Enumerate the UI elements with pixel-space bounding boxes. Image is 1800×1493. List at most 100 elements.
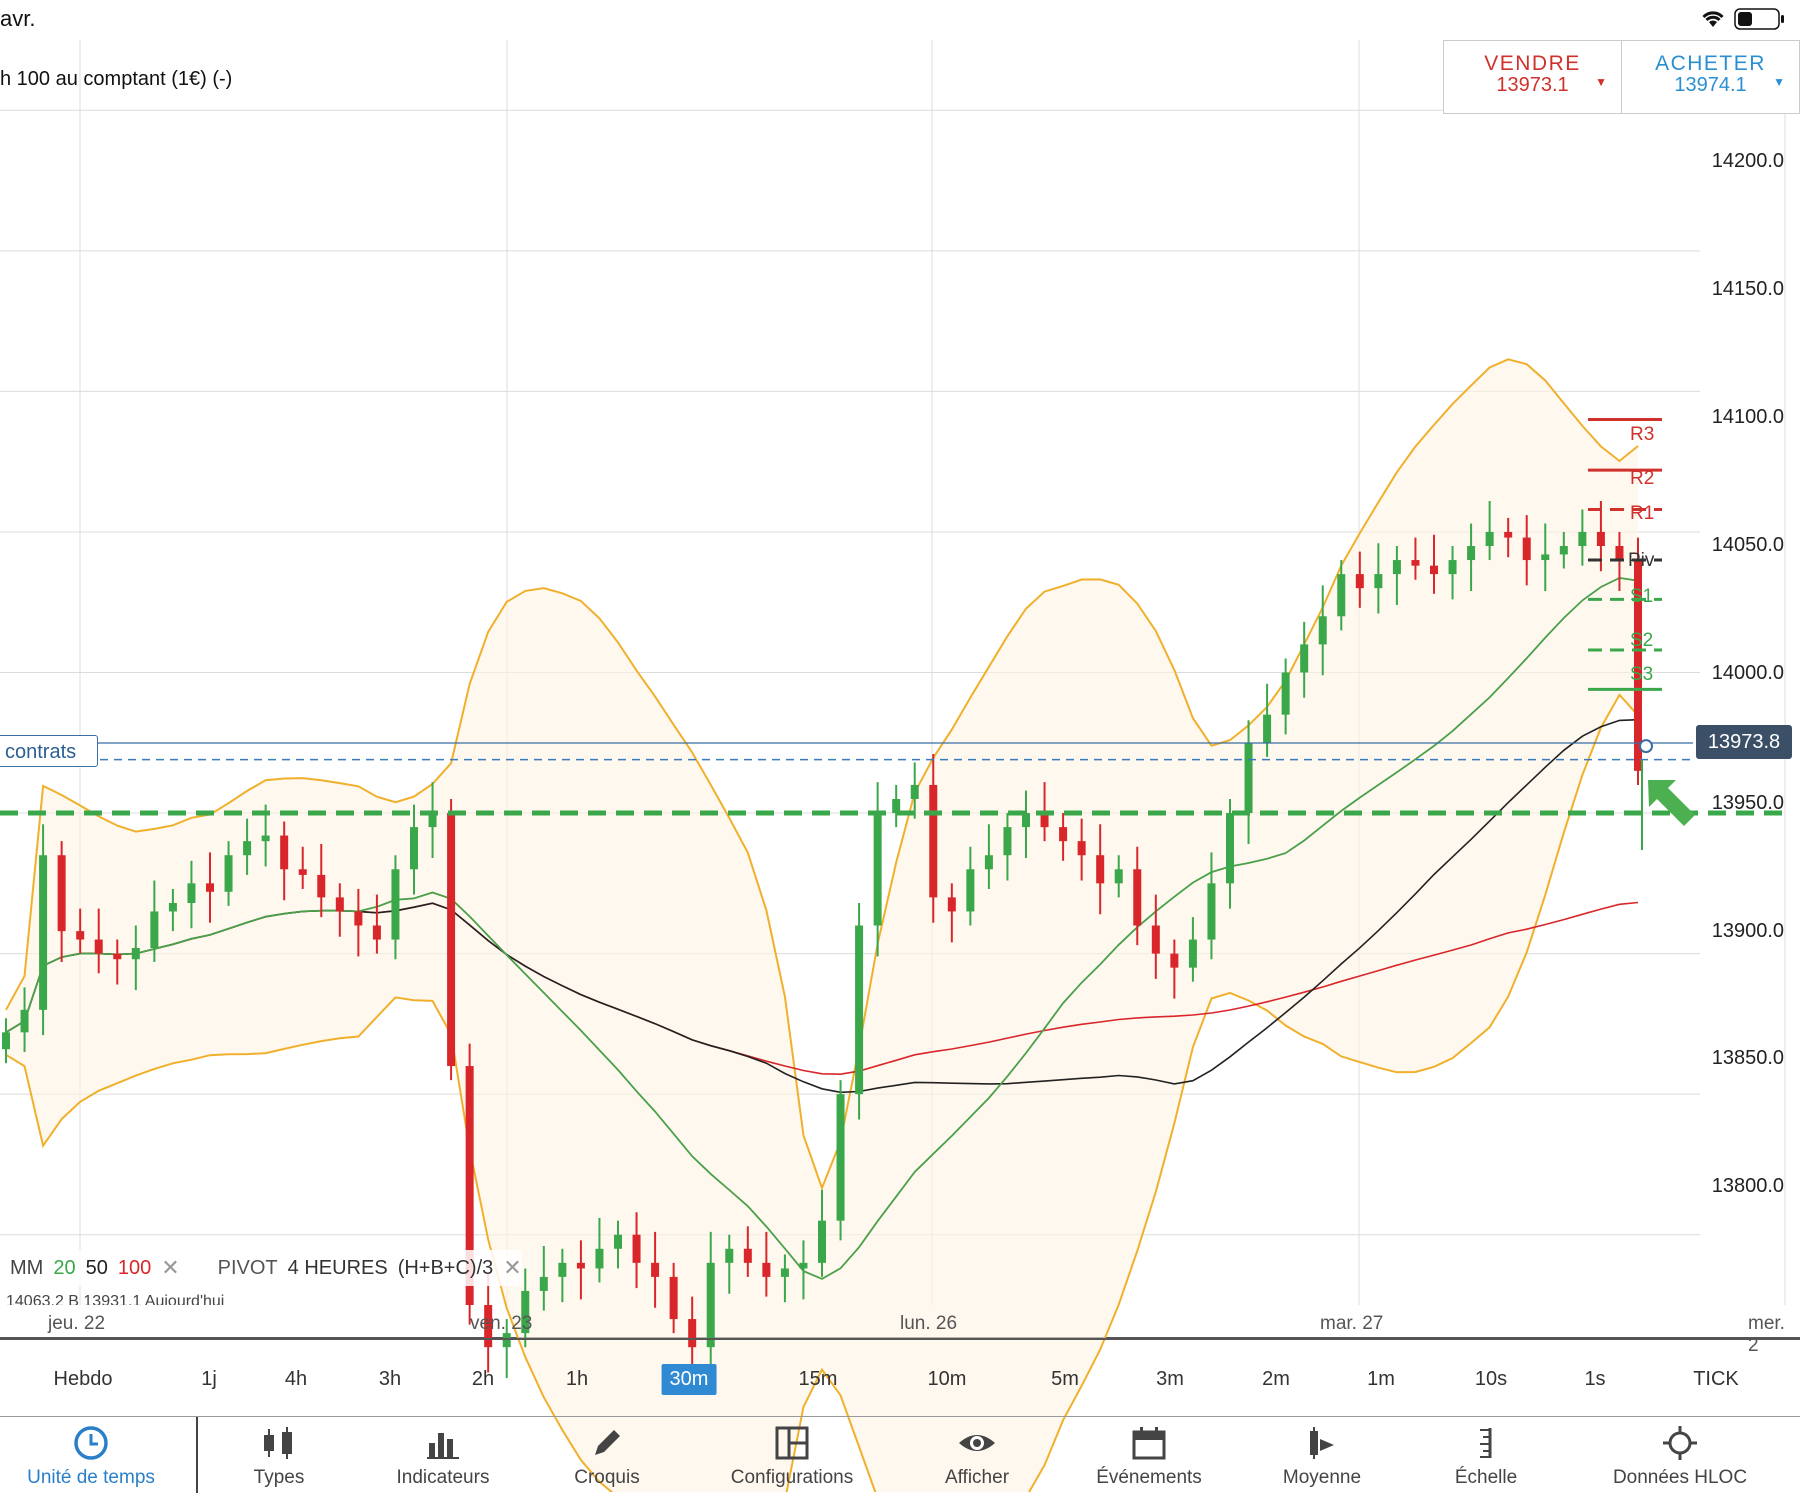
candle-body xyxy=(1522,537,1531,561)
current-price-marker xyxy=(1639,739,1653,754)
timeframe-1h[interactable]: 1h xyxy=(565,1368,589,1390)
buy-button[interactable]: ACHETER 13974.1 ▼ xyxy=(1621,41,1799,113)
timeframe-5m[interactable]: 5m xyxy=(1051,1368,1079,1390)
date-label: jeu. 22 xyxy=(48,1313,106,1334)
candle-body xyxy=(1133,869,1142,926)
wifi-icon xyxy=(1702,11,1724,27)
layout-icon xyxy=(775,1426,809,1460)
position-tag[interactable]: contrats xyxy=(0,735,98,767)
bollinger-upper-line xyxy=(5,358,1639,1191)
timeframe-1m[interactable]: 1m xyxy=(1367,1368,1395,1390)
timeframe-1s[interactable]: 1s xyxy=(1584,1368,1606,1390)
candle-body xyxy=(873,813,882,926)
toolbar-average-button[interactable]: Moyenne xyxy=(1232,1425,1412,1489)
bottom-toolbar: Unité de temps Types Indicateurs Croquis xyxy=(0,1416,1800,1493)
timeframe-3m[interactable]: 3m xyxy=(1156,1368,1184,1390)
candle-body xyxy=(1188,939,1197,968)
timeframe-30m[interactable]: 30m xyxy=(661,1364,717,1395)
toolbar-scale-button[interactable]: Échelle xyxy=(1396,1425,1576,1489)
mm20-label[interactable]: 20 xyxy=(53,1256,76,1279)
timeframe-15m[interactable]: 15m xyxy=(798,1368,838,1390)
candle-body xyxy=(2,1032,10,1050)
candle-body xyxy=(428,813,437,828)
candle-body xyxy=(1003,827,1012,856)
pivot-label-r2: R2 xyxy=(1630,468,1655,489)
candle-body xyxy=(947,897,956,912)
candle-body xyxy=(614,1234,622,1249)
timeframe-tick[interactable]: TICK xyxy=(1693,1368,1739,1390)
mm100-label[interactable]: 100 xyxy=(117,1256,152,1279)
candle-body xyxy=(1151,925,1160,954)
pivot-formula[interactable]: (H+B+C)/3 xyxy=(397,1256,494,1279)
candle-body xyxy=(595,1248,604,1269)
candle-body xyxy=(799,1262,808,1269)
candle-body xyxy=(1096,855,1105,884)
candle-body xyxy=(150,911,159,948)
candle-body xyxy=(465,1066,474,1305)
candle-body xyxy=(261,835,270,842)
toolbar-events-button[interactable]: Événements xyxy=(1059,1425,1239,1489)
candle-body xyxy=(1077,841,1086,856)
toolbar-types-button[interactable]: Types xyxy=(189,1425,369,1489)
toolbar-indicators-button[interactable]: Indicateurs xyxy=(353,1425,533,1489)
candle-body xyxy=(706,1262,715,1348)
remove-mm-icon[interactable]: ✕ xyxy=(161,1255,180,1280)
candle-body xyxy=(39,855,48,1010)
candle-body xyxy=(929,784,938,898)
candle-body xyxy=(243,841,252,856)
timeframe-4h[interactable]: 4h xyxy=(284,1368,308,1390)
candle-body xyxy=(20,1009,29,1033)
timeframe-2h[interactable]: 2h xyxy=(471,1368,495,1390)
candle-body xyxy=(1634,560,1642,771)
toolbar-sketch-button[interactable]: Croquis xyxy=(517,1425,697,1489)
candle-body xyxy=(391,869,400,940)
sell-dropdown-icon[interactable]: ▼ xyxy=(1595,75,1607,89)
mm-label: MM xyxy=(10,1256,44,1279)
candle-body xyxy=(762,1262,771,1277)
timeframe-10m[interactable]: 10m xyxy=(927,1368,967,1390)
candle-body xyxy=(335,897,344,912)
candle-body xyxy=(1226,813,1234,884)
candle-body xyxy=(1411,560,1420,566)
toolbar-label: Moyenne xyxy=(1282,1467,1362,1488)
pencil-icon xyxy=(595,1430,620,1455)
toolbar-hloc-button[interactable]: Données HLOC xyxy=(1590,1425,1770,1489)
toolbar-timeframe-button[interactable]: Unité de temps xyxy=(1,1425,181,1489)
toolbar-label: Configurations xyxy=(730,1467,854,1488)
candle-body xyxy=(855,925,864,1095)
timeframe-10s[interactable]: 10s xyxy=(1474,1368,1508,1390)
candle-body xyxy=(1392,560,1401,575)
average-icon xyxy=(1310,1427,1334,1459)
toolbar-label: Événements xyxy=(1096,1467,1202,1488)
date-label: mer. 2 xyxy=(1748,1313,1785,1356)
toolbar-layouts-button[interactable]: Configurations xyxy=(702,1425,882,1489)
pivot-period[interactable]: 4 HEURES xyxy=(287,1256,388,1279)
calendar-icon xyxy=(1132,1427,1166,1460)
candle-body xyxy=(447,813,456,1067)
timeframe-3h[interactable]: 3h xyxy=(378,1368,402,1390)
buy-dropdown-icon[interactable]: ▼ xyxy=(1773,75,1785,89)
bars-icon xyxy=(427,1433,459,1459)
timeframe-1j[interactable]: 1j xyxy=(201,1368,217,1390)
candle-body xyxy=(1114,869,1123,884)
price-axis-label: 14200.0 xyxy=(1711,150,1784,172)
toolbar-label: Types xyxy=(253,1467,305,1488)
price-axis-label: 13850.0 xyxy=(1711,1047,1784,1069)
candle-body xyxy=(651,1262,660,1277)
timeframe-hebdo[interactable]: Hebdo xyxy=(53,1368,113,1390)
price-axis-label: 14150.0 xyxy=(1711,278,1784,300)
remove-pivot-icon[interactable]: ✕ xyxy=(503,1255,522,1280)
mm50-label[interactable]: 50 xyxy=(85,1256,108,1279)
pivot-label-r1: R1 xyxy=(1630,503,1655,524)
candle-body xyxy=(743,1248,752,1263)
candle-body xyxy=(1596,531,1605,546)
candle-body xyxy=(1207,883,1216,940)
toolbar-label: Croquis xyxy=(574,1467,640,1488)
candle-body xyxy=(521,1290,530,1334)
toolbar-display-button[interactable]: Afficher xyxy=(887,1425,1067,1489)
sell-button[interactable]: VENDRE 13973.1 ▼ xyxy=(1444,41,1621,113)
timeframe-2m[interactable]: 2m xyxy=(1262,1368,1290,1390)
candle-body xyxy=(1541,554,1550,561)
candle-body xyxy=(1337,574,1346,617)
